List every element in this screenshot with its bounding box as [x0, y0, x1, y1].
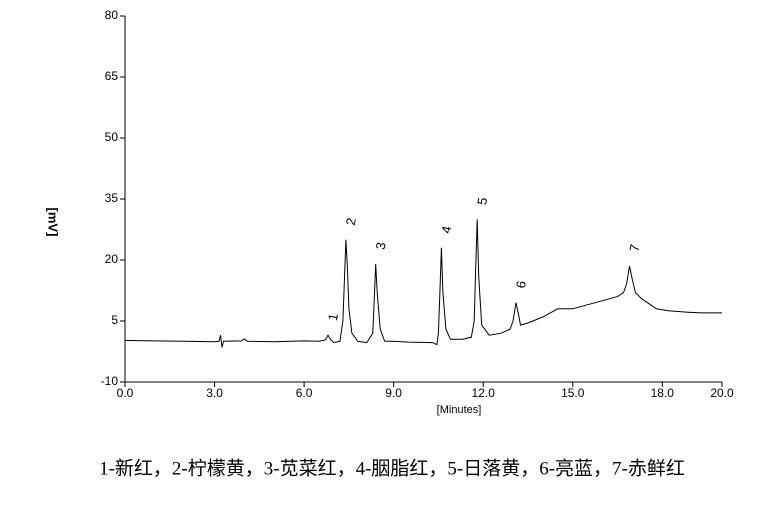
peak-label: 3 [373, 241, 389, 251]
y-tick-label: 80 [105, 8, 119, 22]
x-tick-label: 0.0 [117, 386, 134, 400]
x-axis-label: [Minutes] [437, 404, 482, 416]
x-tick-label: 6.0 [296, 386, 313, 400]
y-axis-label: [mV] [46, 208, 61, 237]
x-tick-label: 3.0 [206, 386, 223, 400]
peak-label: 6 [513, 280, 529, 290]
x-tick-label: 18.0 [651, 386, 675, 400]
x-tick-label: 9.0 [385, 386, 402, 400]
peak-label: 7 [626, 243, 642, 253]
y-tick-label: 20 [105, 252, 119, 266]
trace [124, 219, 722, 348]
x-tick-label: 12.0 [472, 386, 496, 400]
peak-label: 4 [438, 225, 454, 235]
x-tick-label: 15.0 [561, 386, 585, 400]
y-tick-label: 50 [105, 130, 119, 144]
peak-label: 2 [343, 217, 359, 227]
y-tick-label: 35 [105, 191, 119, 205]
y-tick-label: 65 [105, 69, 119, 83]
peak-label: 1 [325, 312, 341, 322]
y-tick-label: -10 [101, 374, 119, 388]
y-tick-label: 5 [111, 313, 118, 327]
x-tick-label: 20.0 [710, 386, 734, 400]
peak-label: 5 [474, 196, 490, 206]
caption: 1-新红，2-柠檬黄，3-苋菜红，4-胭脂红，5-日落黄，6-亮蓝，7-赤鲜红 [99, 457, 685, 479]
